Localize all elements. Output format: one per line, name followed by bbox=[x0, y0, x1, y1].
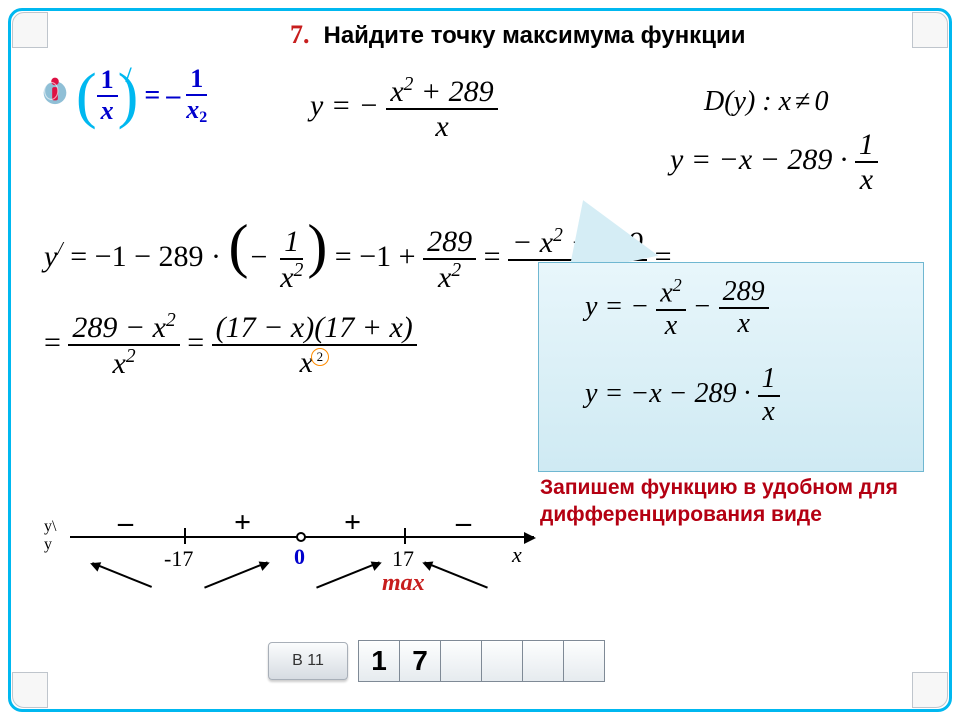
arrow-inc-2 bbox=[316, 561, 380, 588]
sign-1: – bbox=[118, 506, 133, 540]
answer-cell-5[interactable] bbox=[522, 640, 564, 682]
hint-num2: 1 bbox=[186, 65, 207, 96]
answer-cell-1[interactable]: 1 bbox=[358, 640, 400, 682]
label-x: x bbox=[512, 542, 522, 568]
label-17: 17 bbox=[392, 546, 414, 572]
question-number: 7. bbox=[290, 20, 310, 50]
callout-label: Запишем функцию в удобном для дифференци… bbox=[540, 474, 934, 529]
y-label: y bbox=[44, 536, 52, 554]
answer-cell-3[interactable] bbox=[440, 640, 482, 682]
sign-3: + bbox=[344, 506, 361, 540]
number-line: y\ y -17 0 17 x – + + – max bbox=[44, 500, 534, 588]
main-function: y = − x2 + 289x bbox=[310, 74, 498, 143]
answer-cell-2[interactable]: 7 bbox=[399, 640, 441, 682]
corner-br bbox=[912, 672, 948, 708]
corner-tl bbox=[12, 12, 48, 48]
answer-cells: 1 7 bbox=[358, 640, 604, 682]
tick-17 bbox=[404, 528, 406, 544]
open-point-zero bbox=[296, 532, 306, 542]
callout-eq1: y = − x2x − 289x bbox=[585, 275, 923, 342]
arrow-dec-2 bbox=[424, 561, 488, 588]
arrow-inc-1 bbox=[204, 561, 268, 588]
hint-eq: = bbox=[138, 80, 166, 112]
hint-derivative-rule: ( 1x / ) = – 1 x2 bbox=[76, 60, 211, 132]
info-icon bbox=[38, 72, 72, 106]
task-button[interactable]: В 11 bbox=[268, 642, 348, 680]
answer-row: В 11 1 7 bbox=[268, 640, 604, 682]
hint-exp: 2 bbox=[199, 109, 207, 126]
header: 7. Найдите точку максимума функции bbox=[290, 20, 745, 50]
callout-eq2: y = −x − 289 · 1x bbox=[585, 364, 923, 428]
corner-tr bbox=[912, 12, 948, 48]
domain: D(y) : x≠0 bbox=[704, 86, 828, 118]
tick-neg17 bbox=[184, 528, 186, 544]
rewritten-function: y = −x − 289 · 1x bbox=[670, 128, 878, 196]
hint-neg: – bbox=[166, 80, 182, 112]
label-zero: 0 bbox=[294, 544, 305, 570]
answer-cell-6[interactable] bbox=[563, 640, 605, 682]
sign-4: – bbox=[456, 506, 471, 540]
arrow-dec-1 bbox=[92, 562, 152, 588]
derivative-line2: = 289 − x2x2 = (17 − x)(17 + x)x2 bbox=[44, 310, 417, 380]
corner-bl bbox=[12, 672, 48, 708]
question-title: Найдите точку максимума функции bbox=[324, 22, 746, 50]
hint-den2: x bbox=[186, 95, 199, 124]
sign-2: + bbox=[234, 506, 251, 540]
callout-box: y = − x2x − 289x y = −x − 289 · 1x bbox=[538, 262, 924, 472]
answer-cell-4[interactable] bbox=[481, 640, 523, 682]
hint-num: 1 bbox=[97, 66, 118, 97]
hint-den: x bbox=[97, 97, 118, 126]
max-label: max bbox=[382, 570, 425, 597]
yprime-label: y\ bbox=[44, 518, 56, 536]
label-neg17: -17 bbox=[164, 546, 193, 572]
